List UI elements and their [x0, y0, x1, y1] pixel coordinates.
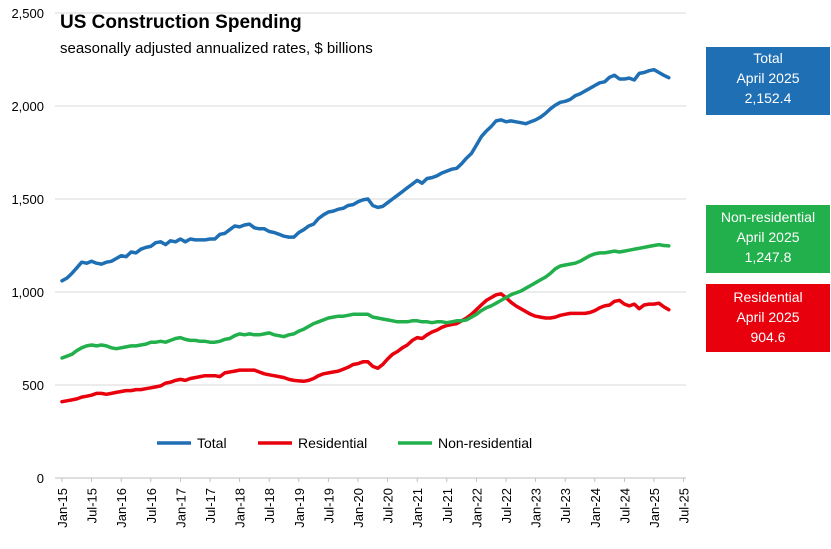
x-tick-label: Jul-17 [203, 488, 218, 523]
series-line-residential [60, 292, 671, 404]
series-line-total [60, 67, 671, 283]
chart-subtitle: seasonally adjusted annualized rates, $ … [60, 40, 373, 57]
x-tick-label: Jul-25 [677, 488, 692, 523]
x-tick-label: Jul-15 [85, 488, 100, 523]
legend-label-non-residential: Non-residential [438, 435, 532, 451]
callout-residential-date: April 2025 [736, 309, 800, 325]
y-tick-label: 0 [37, 471, 44, 486]
x-tick-label: Jan-21 [410, 488, 425, 528]
callout-total-name: Total [753, 50, 783, 66]
x-tick-label: Jan-17 [173, 488, 188, 528]
x-tick-label: Jul-20 [381, 488, 396, 523]
x-tick-label: Jul-19 [321, 488, 336, 523]
x-tick-label: Jul-16 [144, 488, 159, 523]
x-tick-label: Jul-22 [499, 488, 514, 523]
axes: 0 500 1,000 1,500 2,000 2,500 Jan-15 Jul-15 Jan-… [11, 6, 691, 528]
x-tick-label: Jan-25 [647, 488, 662, 528]
y-tick-label: 2,500 [11, 6, 44, 21]
legend: Total Residential Non-residential [157, 435, 532, 451]
x-tick-label: Jan-23 [529, 488, 544, 528]
callout-total-value: 2,152.4 [744, 90, 792, 106]
legend-label-residential: Residential [298, 435, 367, 451]
y-tick-label: 2,000 [11, 99, 44, 114]
x-tick-label: Jan-20 [351, 488, 366, 528]
chart-title: US Construction Spending [60, 12, 302, 33]
callout-total: Total April 2025 2,152.4 [706, 47, 830, 115]
y-tick-label: 1,000 [11, 285, 44, 300]
callout-total-date: April 2025 [736, 70, 800, 86]
y-tick-label: 500 [22, 378, 44, 393]
callout-nonresidential-date: April 2025 [736, 229, 800, 245]
x-tick-label: Jul-18 [262, 488, 277, 523]
callout-residential-name: Residential [733, 289, 803, 305]
x-tick-label: Jan-15 [55, 488, 70, 528]
y-tick-label: 1,500 [11, 192, 44, 207]
callout-nonresidential-name: Non-residential [720, 209, 816, 225]
x-tick-label: Jul-24 [617, 488, 632, 523]
callout-nonresidential-value: 1,247.8 [744, 249, 792, 265]
x-tick-label: Jul-21 [440, 488, 455, 523]
callout-nonresidential: Non-residential April 2025 1,247.8 [706, 205, 830, 273]
callout-residential-value: 904.6 [750, 329, 786, 345]
series-lines [60, 67, 671, 404]
x-tick-label: Jan-24 [588, 488, 603, 528]
x-tick-label: Jan-18 [233, 488, 248, 528]
x-tick-label: Jan-19 [292, 488, 307, 528]
series-line-non-residential [60, 242, 671, 360]
x-tick-label: Jul-23 [558, 488, 573, 523]
x-tick-label: Jan-22 [469, 488, 484, 528]
legend-label-total: Total [197, 435, 227, 451]
callout-residential: Residential April 2025 904.6 [706, 284, 830, 352]
x-tick-label: Jan-16 [114, 488, 129, 528]
